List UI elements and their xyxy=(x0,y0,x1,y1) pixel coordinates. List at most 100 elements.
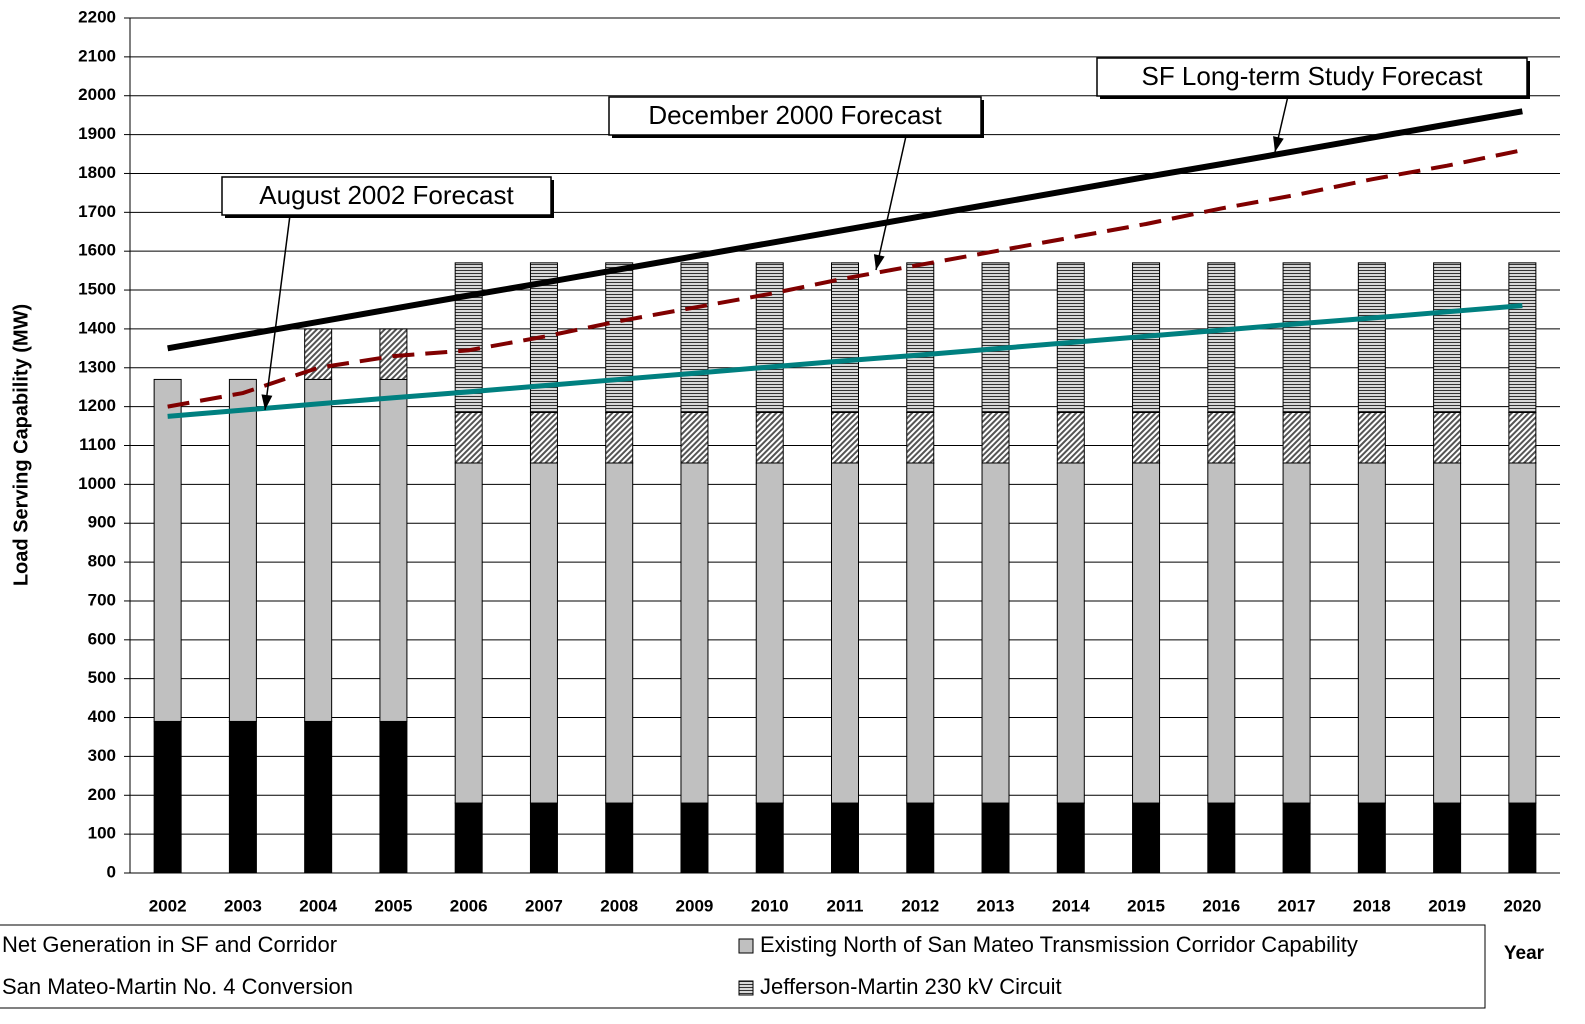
annotation-leader xyxy=(264,214,291,411)
bar-segment xyxy=(605,802,634,874)
bar-segment xyxy=(153,378,182,722)
bar-segment xyxy=(831,262,859,413)
bar-segment xyxy=(906,462,935,804)
bar-segment xyxy=(1282,411,1311,464)
annotation-text: SF Long-term Study Forecast xyxy=(1141,61,1483,91)
bar-segment xyxy=(1207,462,1236,804)
bar-segment xyxy=(906,802,935,874)
bar-segment xyxy=(1508,411,1537,464)
y-tick-label: 1100 xyxy=(79,435,116,454)
x-tick-label: 2004 xyxy=(299,896,337,915)
x-tick-label: 2013 xyxy=(977,896,1015,915)
bar-segment xyxy=(680,411,709,464)
y-tick-label: 1600 xyxy=(78,241,116,260)
x-tick-label: 2006 xyxy=(450,896,488,915)
bar-segment xyxy=(831,411,859,464)
y-tick-label: 1700 xyxy=(78,202,116,221)
bar-segment xyxy=(1056,462,1085,804)
x-tick-label: 2012 xyxy=(901,896,939,915)
bar-segment xyxy=(981,462,1010,804)
bar-segment xyxy=(228,378,257,722)
bar-segment xyxy=(605,411,634,464)
y-axis-title: Load Serving Capability (MW) xyxy=(10,304,32,586)
y-tick-label: 400 xyxy=(88,707,116,726)
bar-segment xyxy=(680,462,709,804)
bar-segment xyxy=(1433,262,1462,413)
annotation-arrowhead xyxy=(1273,136,1284,152)
y-tick-label: 2200 xyxy=(78,7,116,26)
forecast-line xyxy=(167,108,1523,352)
bar-segment xyxy=(1433,462,1462,804)
x-tick-label: 2019 xyxy=(1428,896,1466,915)
bar-segment xyxy=(1282,462,1311,804)
bar-segment xyxy=(1357,462,1386,804)
annotation-arrowhead xyxy=(873,254,885,270)
bar-segment xyxy=(1357,411,1386,464)
bar-segment xyxy=(1207,411,1236,464)
bar-segment xyxy=(906,262,935,413)
y-tick-label: 2000 xyxy=(78,85,116,104)
y-tick-label: 700 xyxy=(88,590,116,609)
bar-segment xyxy=(1357,262,1386,413)
annotation-box xyxy=(1096,57,1528,97)
annotation-arrowhead xyxy=(261,394,273,410)
annotation-box xyxy=(221,176,552,216)
bar-segment xyxy=(454,462,483,804)
legend-label: Net Generation in SF and Corridor xyxy=(2,932,337,957)
bar-segment xyxy=(1433,802,1462,874)
x-tick-label: 2005 xyxy=(375,896,413,915)
legend-swatch xyxy=(738,938,754,954)
y-tick-label: 300 xyxy=(88,746,116,765)
y-tick-label: 500 xyxy=(88,668,116,687)
y-tick-label: 900 xyxy=(88,513,116,532)
bar-segment xyxy=(981,411,1010,464)
y-tick-label: 600 xyxy=(88,629,116,648)
x-tick-label: 2015 xyxy=(1127,896,1165,915)
bar-segment xyxy=(1056,411,1085,464)
bar-segment xyxy=(1282,262,1311,413)
legend-label: San Mateo-Martin No. 4 Conversion xyxy=(2,974,353,999)
y-tick-label: 1000 xyxy=(78,474,116,493)
bar-segment xyxy=(605,462,634,804)
x-tick-label: 2007 xyxy=(525,896,563,915)
bar-segment xyxy=(454,802,483,874)
x-axis-title: Year xyxy=(1504,943,1545,964)
legend-swatch xyxy=(738,980,754,996)
bar-segment xyxy=(755,262,784,413)
bar-segment xyxy=(1056,262,1085,413)
annotation-box xyxy=(608,96,982,136)
bar-segment xyxy=(1433,411,1462,464)
bar-segment xyxy=(755,411,784,464)
bar-segment xyxy=(153,720,182,874)
bar-segment xyxy=(1207,802,1236,874)
y-tick-label: 100 xyxy=(88,824,116,843)
x-tick-label: 2009 xyxy=(676,896,714,915)
forecast-line xyxy=(167,303,1523,419)
y-tick-label: 200 xyxy=(88,785,116,804)
bar-segment xyxy=(680,262,709,413)
x-tick-label: 2010 xyxy=(751,896,789,915)
bar-segment xyxy=(605,262,634,413)
y-tick-label: 800 xyxy=(88,552,116,571)
bar-segment xyxy=(454,262,483,413)
y-tick-label: 0 xyxy=(107,862,116,881)
bar-segment xyxy=(454,411,483,464)
bar-segment xyxy=(1357,802,1386,874)
bar-segment xyxy=(304,378,333,722)
bar-segment xyxy=(379,378,408,722)
annotation-text: December 2000 Forecast xyxy=(648,100,942,130)
bar-segment xyxy=(1132,411,1161,464)
bar-segment xyxy=(379,720,408,874)
x-tick-label: 2008 xyxy=(600,896,638,915)
bar-segment xyxy=(981,262,1010,413)
x-tick-label: 2020 xyxy=(1503,896,1541,915)
x-tick-label: 2017 xyxy=(1278,896,1316,915)
y-tick-label: 1800 xyxy=(78,163,116,182)
legend-label: Jefferson-Martin 230 kV Circuit xyxy=(760,974,1062,999)
bar-segment xyxy=(755,802,784,874)
annotation-text: August 2002 Forecast xyxy=(259,180,514,210)
bar-segment xyxy=(1508,262,1537,413)
y-tick-label: 1300 xyxy=(78,357,116,376)
bar-segment xyxy=(906,411,935,464)
bar-segment xyxy=(831,462,859,804)
